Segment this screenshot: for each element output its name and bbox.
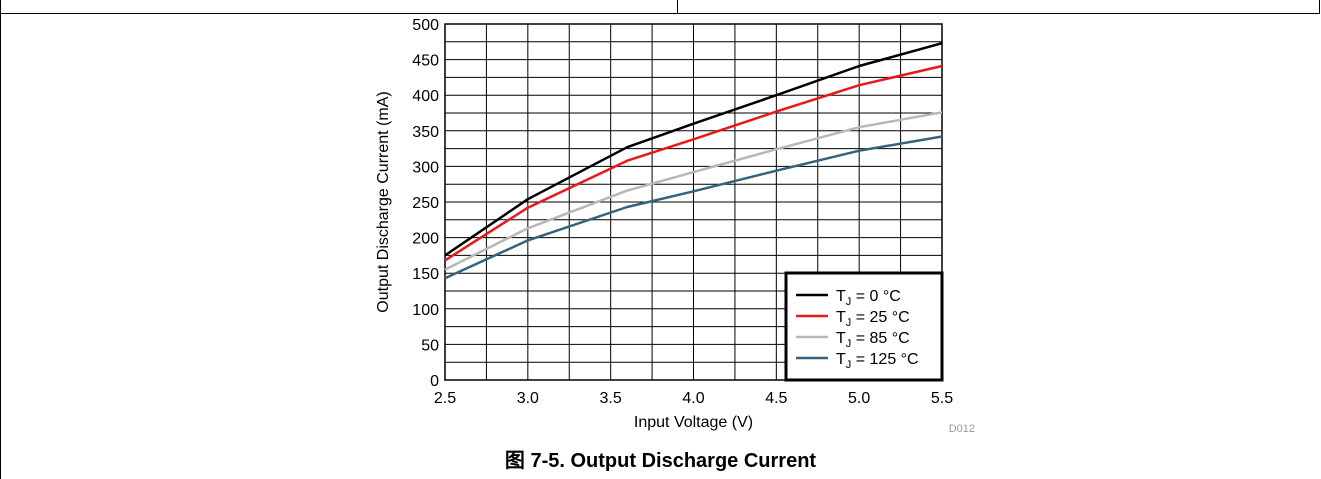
figure-id: D012 (949, 423, 975, 435)
y-tick-label: 250 (412, 195, 439, 212)
page-frame-left (0, 14, 1, 479)
y-tick-label: 0 (430, 373, 439, 390)
y-tick-label: 500 (412, 17, 439, 34)
x-tick-label: 5.0 (848, 390, 870, 407)
legend-box (784, 271, 944, 382)
y-axis-label: Output Discharge Current (mA) (375, 91, 392, 312)
x-axis-label: Input Voltage (V) (634, 414, 753, 431)
y-tick-label: 200 (412, 231, 439, 248)
page-frame-top (0, 0, 1320, 14)
series-line (444, 111, 943, 271)
plot-area-border (444, 23, 943, 381)
x-tick-label: 3.5 (600, 390, 622, 407)
series-line (444, 64, 943, 262)
y-tick-label: 300 (412, 159, 439, 176)
y-tick-label: 50 (421, 337, 439, 354)
legend-entry: TJ = 85 °C (836, 330, 910, 350)
y-tick-label: 450 (412, 53, 439, 70)
figure-caption: 图 7-5. Output Discharge Current (504, 450, 817, 472)
x-tick-label: 4.0 (682, 390, 704, 407)
x-tick-label: 2.5 (434, 390, 456, 407)
y-tick-label: 350 (412, 124, 439, 141)
x-tick-label: 3.0 (517, 390, 539, 407)
page-frame-divider (677, 0, 678, 14)
y-tick-label: 400 (412, 88, 439, 105)
x-tick-label: 4.5 (765, 390, 787, 407)
legend-entry: TJ = 125 °C (836, 351, 919, 371)
y-tick-label: 150 (412, 266, 439, 283)
legend-entry: TJ = 0 °C (836, 288, 901, 308)
series-line (444, 41, 943, 257)
y-tick-label: 100 (412, 302, 439, 319)
series-line (444, 135, 943, 280)
x-tick-label: 5.5 (931, 390, 953, 407)
legend-entry: TJ = 25 °C (836, 309, 910, 329)
